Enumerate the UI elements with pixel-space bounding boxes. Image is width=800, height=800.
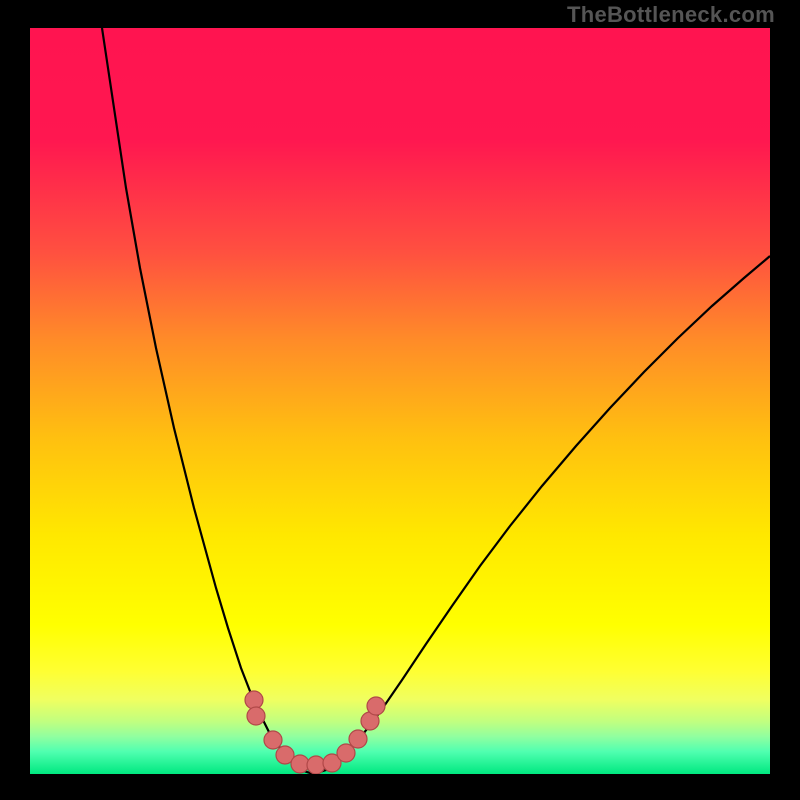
plot-area: [30, 28, 770, 774]
marker-point: [307, 756, 325, 774]
marker-point: [349, 730, 367, 748]
watermark-text: TheBottleneck.com: [567, 2, 775, 28]
chart-container: TheBottleneck.com: [0, 0, 800, 800]
marker-point: [367, 697, 385, 715]
bottleneck-curve-chart: [30, 28, 770, 774]
marker-point: [291, 755, 309, 773]
marker-point: [245, 691, 263, 709]
marker-point: [247, 707, 265, 725]
gradient-background: [30, 28, 770, 774]
marker-point: [264, 731, 282, 749]
